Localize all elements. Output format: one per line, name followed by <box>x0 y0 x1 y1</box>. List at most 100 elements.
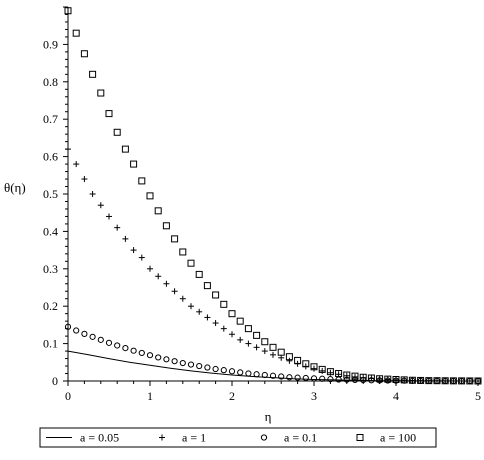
y-tick-label: 0.6 <box>43 150 58 164</box>
series-3 <box>64 7 482 385</box>
legend-box <box>39 427 437 448</box>
data-point <box>311 365 317 372</box>
data-point <box>64 7 72 15</box>
data-point <box>285 353 293 361</box>
data-point <box>130 247 137 254</box>
legend-item: a = 100 <box>356 431 416 445</box>
data-point <box>450 377 457 384</box>
legend-label: a = 1 <box>182 431 206 445</box>
data-point <box>121 145 129 153</box>
data-point <box>212 291 220 299</box>
data-point <box>163 280 170 287</box>
data-point <box>122 344 129 352</box>
data-point <box>449 377 457 385</box>
data-point <box>196 308 203 315</box>
data-point <box>343 376 350 383</box>
data-point <box>147 265 153 272</box>
data-point <box>171 358 178 365</box>
data-point <box>441 377 449 385</box>
data-point <box>261 348 268 355</box>
data-point <box>466 377 473 384</box>
data-point <box>277 348 285 356</box>
data-point <box>253 344 260 351</box>
data-point <box>72 29 80 37</box>
data-point <box>474 377 482 385</box>
data-point <box>122 235 129 242</box>
legend-marker <box>159 434 165 441</box>
data-point <box>237 369 244 376</box>
data-point <box>154 207 162 215</box>
x-tick-label: 2 <box>229 389 235 403</box>
data-point <box>114 342 121 349</box>
data-point <box>179 359 186 367</box>
data-point <box>433 377 441 385</box>
data-point <box>114 224 121 231</box>
data-point <box>212 320 219 327</box>
data-point <box>89 333 96 340</box>
data-point <box>253 331 261 339</box>
data-point <box>113 128 121 136</box>
data-point <box>261 371 268 379</box>
data-point <box>310 363 318 371</box>
data-point <box>196 362 203 370</box>
data-point <box>179 295 186 302</box>
y-ticks: 0 0.1 0.2 0.3 0.4 0.5 0.6 0.7 0.8 0.9 <box>43 6 68 388</box>
data-point <box>138 349 145 357</box>
x-tick-label: 0 <box>65 389 71 403</box>
data-point <box>408 376 416 384</box>
data-point <box>73 327 80 334</box>
data-point <box>261 338 269 346</box>
data-point <box>220 300 228 308</box>
data-point <box>237 336 244 343</box>
legend: a = 0.05 a = 1 a = 0.1 a = 100 <box>39 427 437 448</box>
data-point <box>81 330 88 337</box>
plot-area <box>64 7 482 385</box>
data-point <box>400 376 408 384</box>
data-point <box>138 254 145 261</box>
y-tick-label: 0.7 <box>43 112 58 126</box>
data-point <box>171 288 178 295</box>
data-point <box>220 325 227 332</box>
data-point <box>319 375 326 382</box>
data-point <box>458 377 466 385</box>
data-point <box>130 347 137 354</box>
data-point <box>81 176 88 183</box>
data-point <box>163 356 170 363</box>
y-tick-label: 0.1 <box>43 337 58 351</box>
data-point <box>245 340 252 347</box>
data-point <box>105 110 113 118</box>
legend-marker <box>356 434 364 441</box>
data-point <box>245 370 252 377</box>
data-point <box>97 202 104 209</box>
data-point <box>65 146 71 153</box>
x-tick-label: 4 <box>393 389 399 403</box>
y-tick-label: 0.8 <box>43 75 58 89</box>
data-point <box>179 248 187 256</box>
series-1 <box>65 146 481 384</box>
data-point <box>203 282 211 290</box>
data-point <box>220 367 227 374</box>
x-tick-label: 1 <box>147 389 153 403</box>
data-point <box>475 378 481 384</box>
data-point <box>351 376 359 383</box>
data-point <box>278 373 285 380</box>
y-tick-label: 0.4 <box>43 224 58 238</box>
x-axis-title: η <box>265 409 272 424</box>
data-point <box>294 356 302 364</box>
data-point <box>458 377 465 384</box>
data-point <box>286 357 293 364</box>
data-point <box>97 89 105 97</box>
data-point <box>146 352 154 359</box>
x-tick-label: 3 <box>311 389 317 403</box>
data-point <box>384 375 392 383</box>
data-point <box>64 323 72 330</box>
data-point <box>392 376 400 384</box>
data-point <box>89 191 96 197</box>
data-point <box>294 374 301 381</box>
data-point <box>162 222 170 230</box>
legend-marker <box>260 434 268 441</box>
data-point <box>89 70 97 78</box>
data-point <box>351 372 359 380</box>
data-point <box>106 213 112 220</box>
